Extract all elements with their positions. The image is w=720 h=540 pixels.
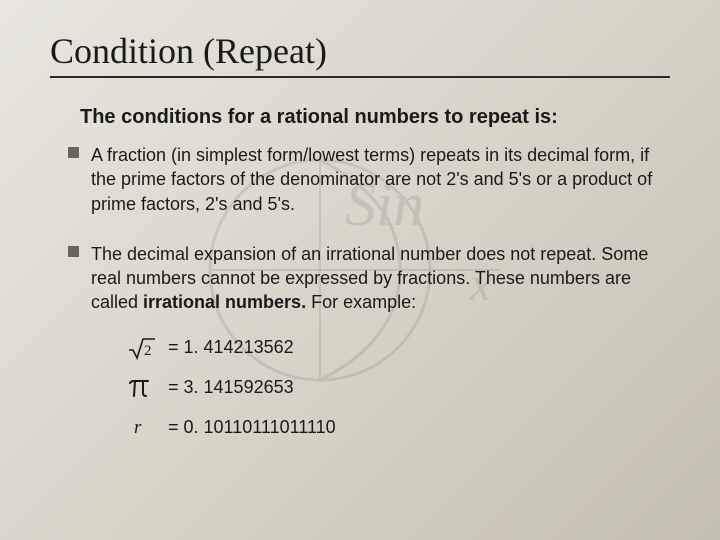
examples-block: 2 = 1. 414213562 = 3. 141592653 r = 0. 1… bbox=[128, 335, 670, 441]
example-value: = 1. 414213562 bbox=[168, 337, 294, 358]
example-value: = 0. 10110111011110 bbox=[168, 417, 336, 438]
example-row: r = 0. 10110111011110 bbox=[128, 415, 670, 441]
pi-icon bbox=[128, 378, 164, 398]
r-symbol: r bbox=[128, 417, 164, 439]
slide-title: Condition (Repeat) bbox=[50, 30, 670, 72]
bullet-text: A fraction (in simplest form/lowest term… bbox=[91, 143, 670, 216]
bullet-item: A fraction (in simplest form/lowest term… bbox=[68, 143, 670, 216]
bullet-text-part: For example: bbox=[306, 292, 416, 312]
bold-term: irrational numbers. bbox=[143, 292, 306, 312]
bullet-text: The decimal expansion of an irrational n… bbox=[91, 242, 670, 315]
svg-text:2: 2 bbox=[144, 343, 152, 359]
square-bullet-icon bbox=[68, 246, 79, 257]
title-underline bbox=[50, 76, 670, 78]
sqrt2-icon: 2 bbox=[128, 336, 164, 360]
example-value: = 3. 141592653 bbox=[168, 377, 294, 398]
slide-content: Condition (Repeat) The conditions for a … bbox=[0, 0, 720, 540]
example-row: 2 = 1. 414213562 bbox=[128, 335, 670, 361]
example-row: = 3. 141592653 bbox=[128, 375, 670, 401]
bullet-item: The decimal expansion of an irrational n… bbox=[68, 242, 670, 315]
square-bullet-icon bbox=[68, 147, 79, 158]
slide-subtitle: The conditions for a rational numbers to… bbox=[80, 106, 670, 129]
